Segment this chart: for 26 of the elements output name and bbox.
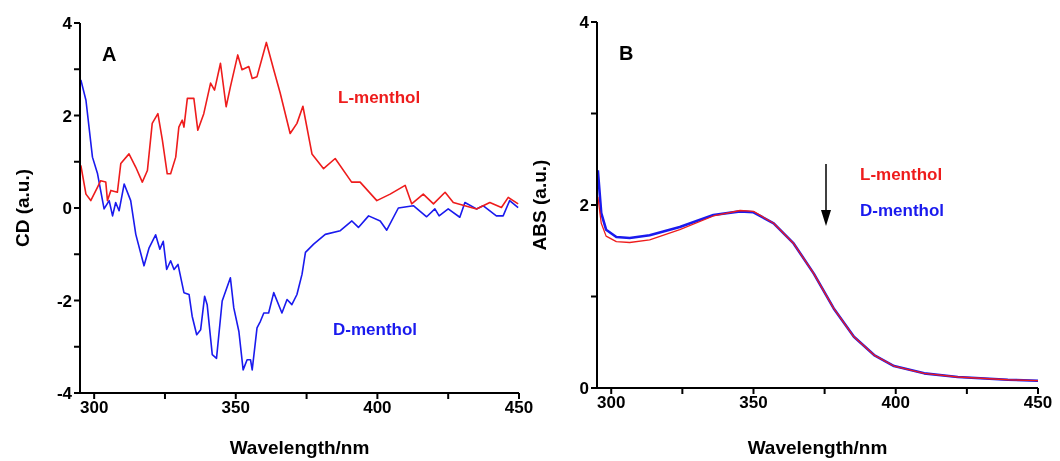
- x-axis-title: Wavelength/nm: [229, 437, 370, 458]
- text: L-menthol: [338, 88, 421, 108]
- text: D-menthol: [860, 201, 945, 221]
- x-axis-title: Wavelength/nm: [747, 437, 888, 458]
- text: B: [619, 42, 634, 65]
- y-tick-label: -2: [56, 291, 72, 311]
- x-tick-label: 350: [739, 393, 768, 413]
- x-tick-label: 400: [881, 393, 910, 413]
- y-tick-label: 4: [579, 13, 590, 33]
- y-tick-label: 0: [579, 379, 589, 399]
- y-tick-label: 4: [62, 14, 73, 34]
- x-tick-label: 300: [597, 393, 626, 413]
- text: A: [102, 43, 117, 66]
- text: L-menthol: [860, 165, 943, 185]
- y-tick-label: 2: [579, 196, 589, 216]
- y-tick-label: -4: [56, 384, 73, 404]
- x-tick-label: 450: [504, 398, 534, 418]
- x-tick-label: 450: [1023, 393, 1053, 413]
- x-tick-label: 350: [221, 398, 250, 418]
- y-tick-label: 2: [62, 106, 72, 126]
- text: D-menthol: [333, 320, 418, 340]
- y-axis-title: CD (a.u.): [11, 168, 33, 248]
- y-axis-title: ABS (a.u.): [528, 159, 550, 251]
- x-tick-label: 400: [363, 398, 392, 418]
- x-tick-label: 300: [79, 398, 109, 418]
- y-tick-label: 0: [62, 199, 72, 219]
